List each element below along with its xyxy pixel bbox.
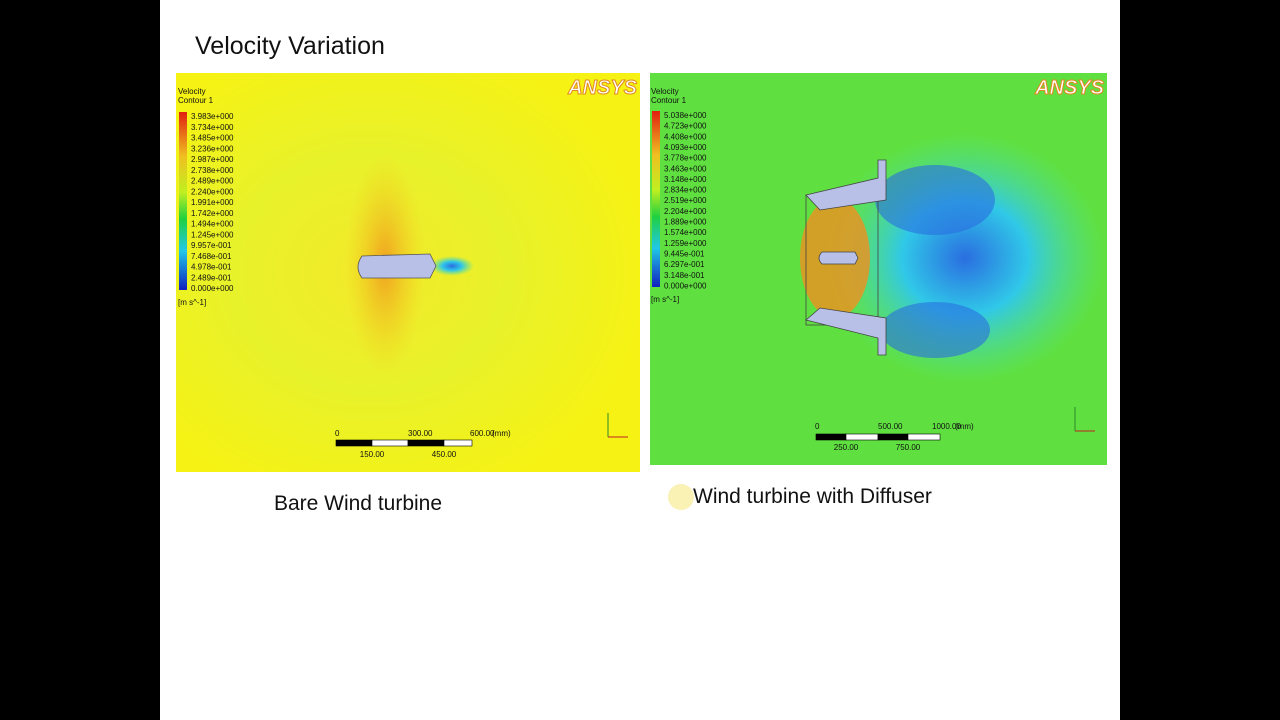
legend-subtitle: Contour 1 bbox=[178, 96, 214, 105]
legend-unit: [m s^-1] bbox=[178, 298, 206, 307]
legend-unit: [m s^-1] bbox=[651, 295, 679, 304]
legend-label: 6.297e-001 bbox=[664, 260, 705, 269]
scale-segment bbox=[815, 433, 847, 441]
scale-segment bbox=[407, 439, 445, 447]
legend-subtitle: Contour 1 bbox=[651, 96, 687, 105]
legend-label: 9.957e-001 bbox=[191, 241, 232, 250]
legend-label: 3.463e+000 bbox=[664, 164, 707, 173]
scale-label: 600.00 bbox=[470, 429, 495, 438]
cursor-highlight bbox=[668, 484, 694, 510]
legend-label: 1.259e+000 bbox=[664, 239, 707, 248]
scale-segment bbox=[335, 439, 373, 447]
contour-left bbox=[176, 73, 640, 472]
legend-label: 3.485e+000 bbox=[191, 134, 234, 143]
caption: Bare Wind turbine bbox=[274, 492, 442, 515]
legend-label: 2.489e-001 bbox=[191, 273, 232, 282]
legend-label: 2.738e+000 bbox=[191, 166, 234, 175]
scale-label: 300.00 bbox=[408, 429, 433, 438]
scale-label: 750.00 bbox=[896, 443, 921, 452]
legend-label: 3.148e+000 bbox=[664, 175, 707, 184]
legend-label: 3.734e+000 bbox=[191, 123, 234, 132]
contour-right bbox=[650, 73, 1107, 465]
legend-label: 1.742e+000 bbox=[191, 209, 234, 218]
scale-label: (mm) bbox=[492, 429, 511, 438]
scale-label: 150.00 bbox=[360, 450, 385, 459]
legend-label: 0.000e+000 bbox=[664, 281, 707, 290]
legend-label: 5.038e+000 bbox=[664, 111, 707, 120]
legend-label: 1.889e+000 bbox=[664, 218, 707, 227]
brand-logo: ANSYS bbox=[1034, 77, 1105, 99]
caption: Wind turbine with Diffuser bbox=[693, 485, 932, 508]
scale-label: 250.00 bbox=[834, 443, 859, 452]
scale-segment bbox=[371, 439, 409, 447]
legend-title: Velocity bbox=[651, 87, 679, 96]
brand-logo: ANSYS bbox=[567, 77, 638, 99]
legend-label: 4.723e+000 bbox=[664, 122, 707, 131]
legend-label: 1.245e+000 bbox=[191, 230, 234, 239]
scale-label: 0 bbox=[815, 422, 820, 431]
legend-label: 2.987e+000 bbox=[191, 155, 234, 164]
legend-label: 1.574e+000 bbox=[664, 228, 707, 237]
scale-segment bbox=[443, 439, 473, 447]
legend-label: 2.204e+000 bbox=[664, 207, 707, 216]
legend-label: 2.240e+000 bbox=[191, 187, 234, 196]
scale-label: 500.00 bbox=[878, 422, 903, 431]
legend-label: 4.408e+000 bbox=[664, 132, 707, 141]
legend-label: 2.834e+000 bbox=[664, 186, 707, 195]
legend-label: 3.148e-001 bbox=[664, 271, 705, 280]
legend-label: 1.991e+000 bbox=[191, 198, 234, 207]
legend-label: 4.093e+000 bbox=[664, 143, 707, 152]
scale-label: 1000.00 bbox=[932, 422, 961, 431]
legend-label: 0.000e+000 bbox=[191, 284, 234, 293]
scale-segment bbox=[907, 433, 941, 441]
legend-label: 4.978e-001 bbox=[191, 263, 232, 272]
legend-label: 2.519e+000 bbox=[664, 196, 707, 205]
legend-label: 3.983e+000 bbox=[191, 112, 234, 121]
scale-label: (mm) bbox=[955, 422, 974, 431]
scale-segment bbox=[845, 433, 879, 441]
legend-label: 2.489e+000 bbox=[191, 177, 234, 186]
scale-label: 0 bbox=[335, 429, 340, 438]
legend-label: 1.494e+000 bbox=[191, 220, 234, 229]
scale-segment bbox=[877, 433, 909, 441]
legend-label: 9.445e-001 bbox=[664, 249, 705, 258]
legend-label: 3.236e+000 bbox=[191, 144, 234, 153]
legend-title: Velocity bbox=[178, 87, 206, 96]
legend-label: 7.468e-001 bbox=[191, 252, 232, 261]
legend-label: 3.778e+000 bbox=[664, 154, 707, 163]
slide-title: Velocity Variation bbox=[195, 32, 385, 60]
scale-label: 450.00 bbox=[432, 450, 457, 459]
